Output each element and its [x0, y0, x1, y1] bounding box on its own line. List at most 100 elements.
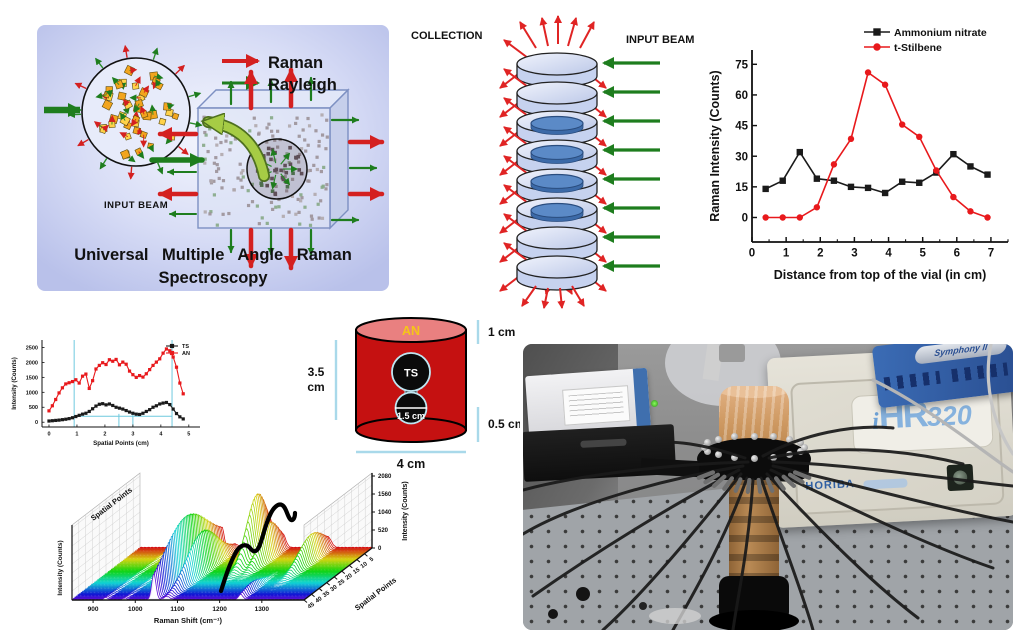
- fiber-connectors: [696, 470, 812, 494]
- top-dim-label: 1 cm: [488, 325, 515, 339]
- svg-text:t-Stilbene: t-Stilbene: [894, 42, 942, 54]
- svg-text:2080: 2080: [378, 474, 392, 480]
- svg-text:500: 500: [29, 405, 38, 411]
- fiber-bundle-graphic: [523, 344, 1013, 630]
- svg-text:AN: AN: [182, 351, 190, 357]
- svg-text:35: 35: [322, 590, 331, 599]
- panel-disk-stack: COLLECTION INPUT BEAM: [408, 4, 708, 314]
- svg-text:45: 45: [735, 121, 748, 133]
- chart-waterfall-3d: Spatial Points 900 1000 1100 1200 1300 Raman S…: [55, 433, 437, 634]
- svg-text:25: 25: [337, 578, 346, 587]
- svg-text:2500: 2500: [26, 345, 38, 351]
- umars-schematic-graphic: [37, 25, 389, 291]
- svg-text:3: 3: [851, 248, 857, 260]
- chart-vial-profile: 0 1 2 3 4 5 6 7 0 15 30 45 60 75 Distance from top of …: [706, 16, 1018, 288]
- svg-text:0: 0: [749, 248, 755, 260]
- svg-text:1000: 1000: [26, 390, 38, 396]
- svg-text:0: 0: [35, 420, 38, 426]
- ts-label: TS: [404, 368, 418, 380]
- svg-text:Raman Intensity (Counts): Raman Intensity (Counts): [708, 70, 722, 221]
- svg-text:1300: 1300: [255, 606, 270, 613]
- stack-input-beam-label: INPUT BEAM: [626, 34, 695, 46]
- bottom-dim-label: 0.5 cm: [488, 417, 520, 431]
- svg-text:1560: 1560: [378, 492, 392, 498]
- height-dim-line1: 3.5: [308, 365, 325, 379]
- svg-text:Intensity (Counts): Intensity (Counts): [402, 481, 409, 541]
- svg-text:4: 4: [885, 248, 892, 260]
- height-dim-line2: cm: [307, 380, 324, 394]
- svg-text:1200: 1200: [212, 606, 227, 613]
- umars-caption-line2: Spectroscopy: [158, 269, 268, 287]
- cube-scatter-arrows: [149, 67, 385, 271]
- raman-legend-label: Raman: [268, 54, 324, 72]
- svg-text:60: 60: [735, 90, 748, 102]
- svg-text:2000: 2000: [26, 360, 38, 366]
- svg-text:7: 7: [988, 248, 994, 260]
- sample-cube: [196, 88, 350, 230]
- svg-text:Spatial Points (cm): Spatial Points (cm): [93, 440, 149, 447]
- input-beam-label: INPUT BEAM: [104, 200, 169, 211]
- disk-stack-graphic: [499, 15, 660, 309]
- svg-text:0: 0: [47, 432, 50, 438]
- umars-caption-line1: Universal Multiple Angle Raman: [74, 246, 352, 264]
- panel-sample-cylinder: AN TS 1.5 cm 1 cm 0.5 cm 3.5 cm 4 cm: [296, 312, 525, 474]
- svg-text:2: 2: [103, 432, 106, 438]
- sample-lower-column: [729, 478, 779, 582]
- svg-text:15: 15: [352, 567, 361, 576]
- ts-sphere-top: [391, 352, 431, 392]
- photo-lab-setup: iHR320 HORIBA Symphony II: [523, 344, 1013, 630]
- table-hardware: [548, 587, 701, 624]
- green-led: [651, 400, 658, 407]
- svg-text:3: 3: [131, 432, 134, 438]
- svg-text:1100: 1100: [170, 606, 184, 613]
- svg-text:Intensity (Counts): Intensity (Counts): [57, 540, 64, 595]
- rayleigh-legend-label: Rayleigh: [268, 76, 337, 94]
- svg-text:45: 45: [307, 601, 316, 610]
- chart-spatial-points: 0 1 2 3 4 5 0 500 1000 1500 2000 2500 Spatial Points…: [10, 330, 214, 458]
- svg-text:30: 30: [735, 151, 748, 163]
- svg-text:TS: TS: [182, 344, 189, 350]
- svg-text:Spatial Points: Spatial Points: [353, 575, 398, 612]
- spatial-points-plot: 0 1 2 3 4 5 0 500 1000 1500 2000 2500 Spatial Points…: [11, 340, 200, 447]
- svg-text:6: 6: [954, 248, 960, 260]
- svg-text:0: 0: [742, 213, 748, 225]
- svg-text:30: 30: [330, 584, 339, 593]
- svg-text:Distance from top of the vial: Distance from top of the vial (in cm): [774, 268, 987, 282]
- svg-text:5: 5: [919, 248, 926, 260]
- svg-text:0: 0: [378, 546, 382, 552]
- umars-caption: Universal Multiple Angle Raman Spectrosc…: [56, 244, 370, 290]
- sample-cylinder-graphic: AN TS 1.5 cm 1 cm 0.5 cm 3.5 cm 4 cm: [307, 317, 525, 471]
- svg-text:2: 2: [817, 248, 823, 260]
- cylinder-top: [355, 317, 467, 343]
- svg-text:1000: 1000: [128, 606, 143, 613]
- svg-text:40: 40: [315, 596, 324, 605]
- svg-text:1040: 1040: [378, 510, 392, 516]
- width-dim-label: 4 cm: [397, 457, 426, 471]
- collection-label: COLLECTION: [411, 30, 483, 42]
- fiber-optic-cables: [523, 425, 1013, 630]
- svg-text:1: 1: [75, 432, 78, 438]
- svg-text:Ammonium nitrate: Ammonium nitrate: [894, 27, 987, 39]
- svg-text:520: 520: [378, 528, 389, 534]
- gray-cables: [871, 344, 1013, 474]
- svg-text:900: 900: [88, 606, 99, 613]
- inner-dim-label: 1.5 cm: [397, 411, 425, 421]
- svg-text:1: 1: [783, 248, 790, 260]
- waterfall-plot: Spatial Points 900 1000 1100 1200 1300 Raman S…: [57, 472, 409, 625]
- zoom-curved-arrow: [208, 122, 270, 182]
- an-label: AN: [402, 324, 420, 338]
- svg-text:20: 20: [345, 573, 354, 582]
- svg-text:5: 5: [369, 556, 376, 563]
- sample-base-foot: [709, 610, 799, 630]
- photo-clamp-head: [719, 344, 745, 362]
- svg-text:Intensity (Counts): Intensity (Counts): [11, 357, 18, 410]
- svg-text:5: 5: [187, 432, 190, 438]
- svg-text:Raman Shift (cm⁻¹): Raman Shift (cm⁻¹): [154, 616, 223, 625]
- svg-text:1500: 1500: [26, 375, 38, 381]
- svg-text:4: 4: [159, 432, 163, 438]
- svg-text:75: 75: [735, 59, 748, 71]
- svg-text:10: 10: [360, 561, 369, 570]
- panel-umars-diagram: Raman Rayleigh INPUT BEAM Universal Mult…: [36, 24, 390, 292]
